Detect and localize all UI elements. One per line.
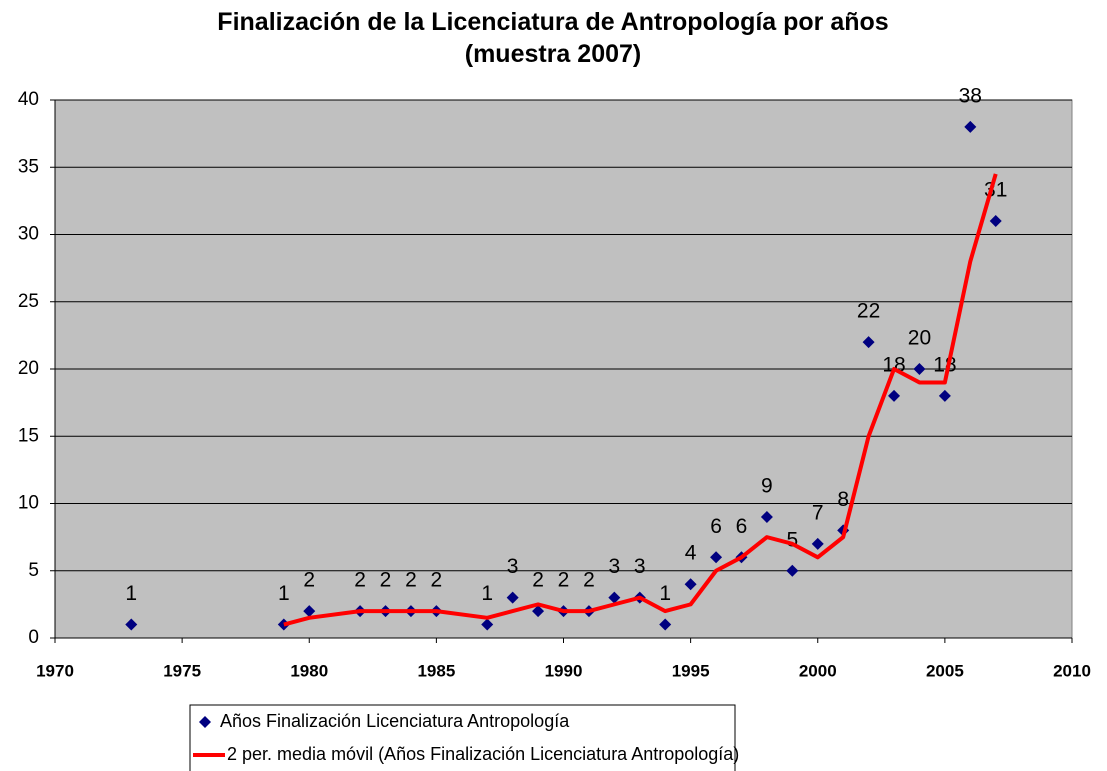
data-point: [506, 591, 519, 604]
chart-title: Finalización de la Licenciatura de Antro…: [217, 8, 889, 68]
data-point: [710, 551, 723, 564]
data-label: 2: [532, 569, 544, 592]
x-tick-label: 1975: [163, 661, 201, 680]
y-tick-label: 25: [18, 291, 39, 312]
y-tick-label: 40: [18, 89, 39, 110]
legend-label: 2 per. media móvil (Años Finalización Li…: [227, 744, 739, 764]
moving-average-line: [283, 173, 998, 627]
legend: [189, 704, 736, 771]
data-label: 5: [786, 528, 798, 551]
x-tick-label: 1970: [36, 661, 74, 680]
data-point: [608, 591, 621, 604]
data-point: [913, 363, 926, 375]
x-tick-label: 1980: [290, 661, 328, 680]
data-label: 2: [354, 569, 366, 592]
data-label: 1: [659, 582, 671, 605]
data-point: [862, 336, 875, 349]
data-label: 2: [431, 569, 443, 592]
y-tick-label: 30: [18, 224, 39, 245]
data-label: 3: [507, 555, 519, 578]
y-tick-label: 5: [28, 560, 39, 581]
data-point: [303, 605, 316, 618]
x-tick-label: 2005: [926, 661, 964, 680]
data-label: 2: [380, 569, 392, 592]
legend-marker: [199, 716, 211, 728]
data-point: [659, 618, 672, 631]
data-label: 2: [303, 569, 315, 592]
data-label: 22: [857, 300, 880, 323]
data-point: [125, 618, 138, 631]
data-label: 8: [837, 488, 849, 511]
data-label: 3: [634, 555, 646, 578]
data-label: 4: [685, 542, 697, 565]
x-tick-label: 1995: [672, 661, 710, 680]
data-label: 2: [558, 569, 570, 592]
x-tick-label: 2010: [1053, 661, 1091, 680]
data-label: 3: [609, 555, 621, 578]
data-label: 7: [812, 501, 824, 524]
data-point: [938, 389, 951, 402]
data-label: 6: [736, 515, 748, 538]
data-point: [532, 605, 545, 618]
data-point: [684, 578, 697, 591]
data-label: 9: [761, 474, 773, 497]
data-label: 1: [278, 582, 290, 605]
y-tick-label: 20: [18, 358, 39, 379]
data-point: [481, 618, 494, 631]
x-tick-label: 2000: [799, 661, 837, 680]
data-point: [888, 389, 901, 402]
y-tick-label: 15: [18, 425, 39, 446]
data-label: 2: [405, 569, 417, 592]
legend-label: Años Finalización Licenciatura Antropolo…: [220, 711, 570, 731]
data-point: [811, 537, 824, 550]
data-point: [989, 215, 1002, 228]
data-point: [964, 120, 977, 133]
y-tick-label: 10: [18, 493, 39, 514]
data-label: 1: [481, 582, 493, 605]
x-tick-label: 1990: [545, 661, 583, 680]
y-tick-label: 0: [28, 627, 39, 648]
data-point: [760, 510, 773, 523]
data-label: 6: [710, 515, 722, 538]
data-point: [786, 564, 799, 577]
data-label: 1: [125, 582, 137, 605]
data-label: 20: [908, 327, 931, 350]
x-tick-label: 1985: [417, 661, 455, 680]
data-label: 2: [583, 569, 595, 592]
data-label: 38: [959, 84, 982, 107]
y-tick-label: 35: [18, 156, 39, 177]
